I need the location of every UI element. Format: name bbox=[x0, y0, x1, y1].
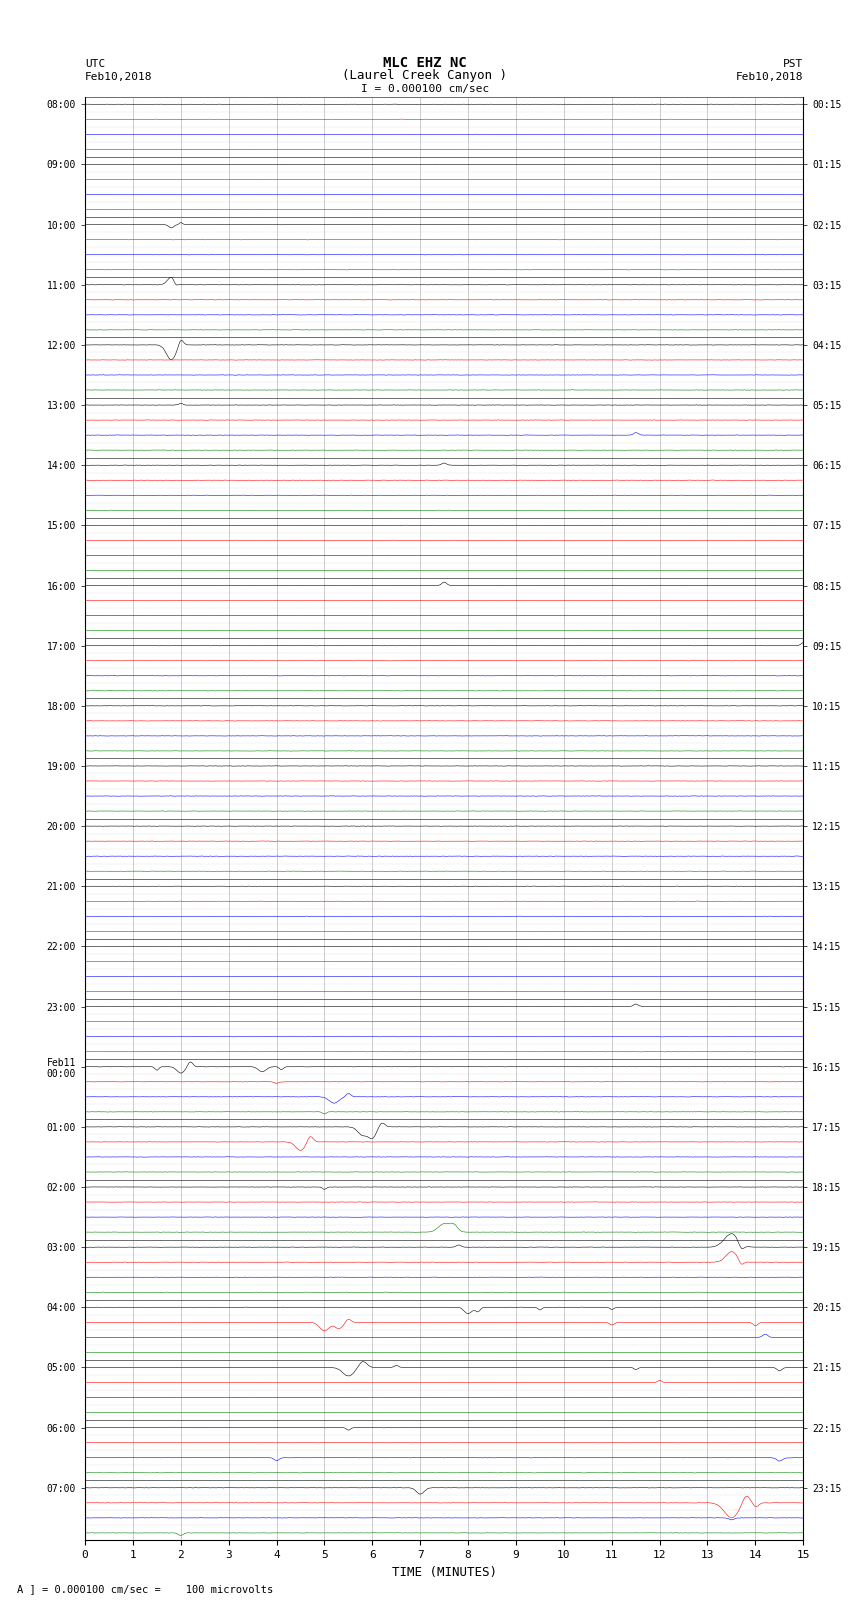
Text: MLC EHZ NC: MLC EHZ NC bbox=[383, 56, 467, 71]
Text: I = 0.000100 cm/sec: I = 0.000100 cm/sec bbox=[361, 84, 489, 94]
Text: PST: PST bbox=[783, 60, 803, 69]
Text: A ] = 0.000100 cm/sec =    100 microvolts: A ] = 0.000100 cm/sec = 100 microvolts bbox=[17, 1584, 273, 1594]
X-axis label: TIME (MINUTES): TIME (MINUTES) bbox=[392, 1566, 496, 1579]
Text: (Laurel Creek Canyon ): (Laurel Creek Canyon ) bbox=[343, 69, 507, 82]
Text: UTC: UTC bbox=[85, 60, 105, 69]
Text: Feb10,2018: Feb10,2018 bbox=[85, 73, 152, 82]
Text: Feb10,2018: Feb10,2018 bbox=[736, 73, 803, 82]
